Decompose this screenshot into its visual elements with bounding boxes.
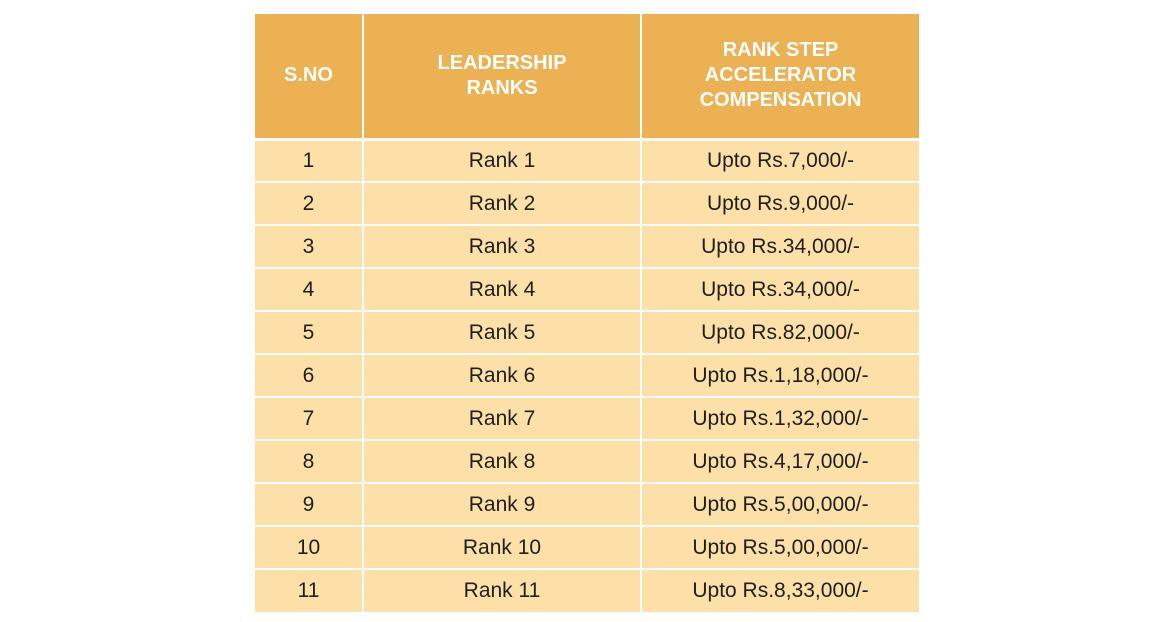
header-compensation-line-2: ACCELERATOR bbox=[704, 64, 857, 87]
header-sno-label: S.NO bbox=[284, 64, 333, 87]
header-compensation: RANK STEP ACCELERATOR COMPENSATION bbox=[641, 14, 919, 141]
cell-sno: 9 bbox=[255, 483, 364, 527]
cell-rank: Rank 11 bbox=[363, 569, 642, 612]
cell-sno: 4 bbox=[255, 268, 364, 312]
cell-rank: Rank 6 bbox=[363, 354, 642, 398]
cell-rank: Rank 10 bbox=[363, 526, 642, 570]
rank-compensation-table: S.NO LEADERSHIP RANKS RANK STEP ACCELERA… bbox=[255, 14, 919, 612]
cell-rank: Rank 7 bbox=[363, 397, 642, 441]
table-row: 5 Rank 5 Upto Rs.82,000/- bbox=[255, 311, 919, 355]
table-row: 11 Rank 11 Upto Rs.8,33,000/- bbox=[255, 569, 919, 612]
cell-rank: Rank 1 bbox=[363, 139, 642, 183]
table-row: 2 Rank 2 Upto Rs.9,000/- bbox=[255, 182, 919, 226]
header-compensation-line-3: COMPENSATION bbox=[699, 89, 862, 112]
header-row: S.NO LEADERSHIP RANKS RANK STEP ACCELERA… bbox=[255, 14, 919, 141]
cell-sno: 2 bbox=[255, 182, 364, 226]
cell-compensation: Upto Rs.7,000/- bbox=[641, 139, 919, 183]
cell-sno: 1 bbox=[255, 139, 364, 183]
header-leadership-line-1: LEADERSHIP bbox=[437, 51, 567, 74]
header-leadership-line-2: RANKS bbox=[466, 76, 538, 99]
cell-sno: 5 bbox=[255, 311, 364, 355]
cell-rank: Rank 2 bbox=[363, 182, 642, 226]
cell-compensation: Upto Rs.82,000/- bbox=[641, 311, 919, 355]
compensation-table-container: S.NO LEADERSHIP RANKS RANK STEP ACCELERA… bbox=[255, 14, 919, 612]
cell-compensation: Upto Rs.4,17,000/- bbox=[641, 440, 919, 484]
cell-rank: Rank 4 bbox=[363, 268, 642, 312]
cell-compensation: Upto Rs.5,00,000/- bbox=[641, 483, 919, 527]
cell-compensation: Upto Rs.1,32,000/- bbox=[641, 397, 919, 441]
cell-sno: 11 bbox=[255, 569, 364, 612]
cell-sno: 7 bbox=[255, 397, 364, 441]
header-sno: S.NO bbox=[255, 14, 364, 141]
table-row: 6 Rank 6 Upto Rs.1,18,000/- bbox=[255, 354, 919, 398]
cell-compensation: Upto Rs.8,33,000/- bbox=[641, 569, 919, 612]
table-row: 8 Rank 8 Upto Rs.4,17,000/- bbox=[255, 440, 919, 484]
cell-compensation: Upto Rs.9,000/- bbox=[641, 182, 919, 226]
cell-rank: Rank 3 bbox=[363, 225, 642, 269]
cell-rank: Rank 5 bbox=[363, 311, 642, 355]
cell-sno: 10 bbox=[255, 526, 364, 570]
table-row: 7 Rank 7 Upto Rs.1,32,000/- bbox=[255, 397, 919, 441]
table-row: 3 Rank 3 Upto Rs.34,000/- bbox=[255, 225, 919, 269]
header-compensation-line-1: RANK STEP bbox=[722, 39, 839, 62]
table-row: 1 Rank 1 Upto Rs.7,000/- bbox=[255, 139, 919, 183]
cell-compensation: Upto Rs.5,00,000/- bbox=[641, 526, 919, 570]
header-leadership-ranks: LEADERSHIP RANKS bbox=[363, 14, 642, 141]
cell-sno: 3 bbox=[255, 225, 364, 269]
cell-compensation: Upto Rs.34,000/- bbox=[641, 268, 919, 312]
cell-compensation: Upto Rs.1,18,000/- bbox=[641, 354, 919, 398]
cell-rank: Rank 8 bbox=[363, 440, 642, 484]
cell-rank: Rank 9 bbox=[363, 483, 642, 527]
cell-compensation: Upto Rs.34,000/- bbox=[641, 225, 919, 269]
cell-sno: 6 bbox=[255, 354, 364, 398]
table-body: 1 Rank 1 Upto Rs.7,000/- 2 Rank 2 Upto Rs.9,0… bbox=[255, 139, 919, 612]
table-row: 10 Rank 10 Upto Rs.5,00,000/- bbox=[255, 526, 919, 570]
table-header: S.NO LEADERSHIP RANKS RANK STEP ACCELERA… bbox=[255, 14, 919, 141]
table-row: 9 Rank 9 Upto Rs.5,00,000/- bbox=[255, 483, 919, 527]
cell-sno: 8 bbox=[255, 440, 364, 484]
table-row: 4 Rank 4 Upto Rs.34,000/- bbox=[255, 268, 919, 312]
